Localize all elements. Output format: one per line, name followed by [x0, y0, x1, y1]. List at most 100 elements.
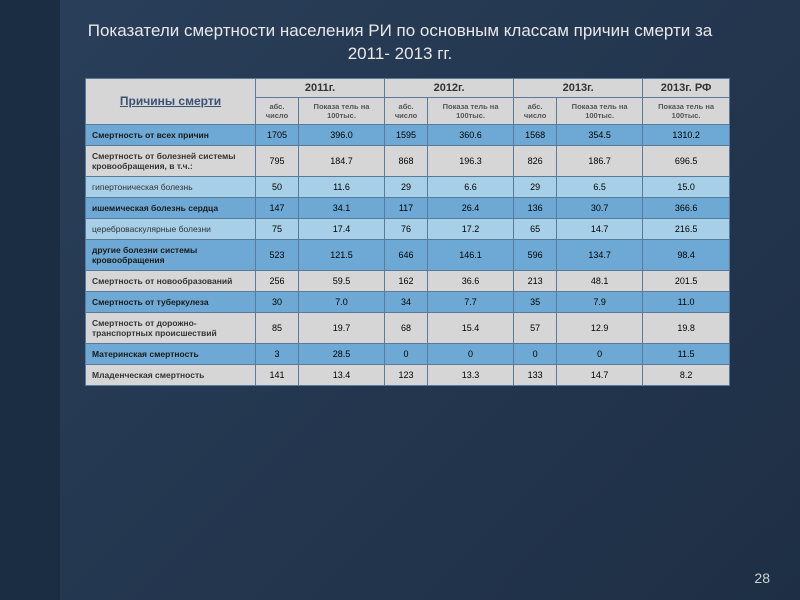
table-row: Смертность от всех причин1705396.0159536…: [86, 124, 730, 145]
mortality-table-container: Причины смерти 2011г. 2012г. 2013г. 2013…: [85, 78, 730, 386]
data-cell: 29: [514, 176, 557, 197]
row-cause-label: Материнская смертность: [86, 343, 256, 364]
table-row: Младенческая смертность14113.412313.3133…: [86, 364, 730, 385]
data-cell: 7.7: [427, 291, 513, 312]
data-cell: 366.6: [643, 197, 730, 218]
data-cell: 162: [385, 270, 428, 291]
data-cell: 826: [514, 145, 557, 176]
data-cell: 216.5: [643, 218, 730, 239]
data-cell: 201.5: [643, 270, 730, 291]
data-cell: 1705: [256, 124, 299, 145]
data-cell: 0: [557, 343, 643, 364]
data-cell: 213: [514, 270, 557, 291]
row-cause-label: ишемическая болезнь сердца: [86, 197, 256, 218]
data-cell: 134.7: [557, 239, 643, 270]
row-cause-label: Смертность от всех причин: [86, 124, 256, 145]
data-cell: 0: [427, 343, 513, 364]
data-cell: 19.8: [643, 312, 730, 343]
data-cell: 75: [256, 218, 299, 239]
data-cell: 59.5: [298, 270, 384, 291]
data-cell: 11.5: [643, 343, 730, 364]
data-cell: 17.4: [298, 218, 384, 239]
slide-title: Показатели смертности населения РИ по ос…: [0, 0, 800, 78]
mortality-table: Причины смерти 2011г. 2012г. 2013г. 2013…: [85, 78, 730, 386]
data-cell: 184.7: [298, 145, 384, 176]
row-cause-label: другие болезни системы кровообращения: [86, 239, 256, 270]
data-cell: 34.1: [298, 197, 384, 218]
table-row: цереброваскулярные болезни7517.47617.265…: [86, 218, 730, 239]
page-number: 28: [754, 570, 770, 586]
data-cell: 196.3: [427, 145, 513, 176]
data-cell: 3: [256, 343, 299, 364]
table-row: Смертность от туберкулеза307.0347.7357.9…: [86, 291, 730, 312]
row-cause-label: цереброваскулярные болезни: [86, 218, 256, 239]
year-header-2011: 2011г.: [256, 78, 385, 97]
sub-header-abs: абс. число: [256, 97, 299, 124]
data-cell: 36.6: [427, 270, 513, 291]
data-cell: 354.5: [557, 124, 643, 145]
data-cell: 123: [385, 364, 428, 385]
data-cell: 26.4: [427, 197, 513, 218]
sub-header-abs: абс. число: [385, 97, 428, 124]
data-cell: 29: [385, 176, 428, 197]
data-cell: 15.0: [643, 176, 730, 197]
data-cell: 19.7: [298, 312, 384, 343]
data-cell: 50: [256, 176, 299, 197]
data-cell: 48.1: [557, 270, 643, 291]
table-row: Смертность от новообразований25659.51623…: [86, 270, 730, 291]
row-cause-label: Смертность от болезней системы кровообра…: [86, 145, 256, 176]
data-cell: 14.7: [557, 218, 643, 239]
data-cell: 65: [514, 218, 557, 239]
data-cell: 0: [385, 343, 428, 364]
table-row: гипертоническая болезнь5011.6296.6296.51…: [86, 176, 730, 197]
table-row: Смертность от болезней системы кровообра…: [86, 145, 730, 176]
data-cell: 11.6: [298, 176, 384, 197]
data-cell: 360.6: [427, 124, 513, 145]
sub-header-rate: Показа тель на 100тыс.: [427, 97, 513, 124]
data-cell: 85: [256, 312, 299, 343]
row-cause-label: Младенческая смертность: [86, 364, 256, 385]
year-header-2013rf: 2013г. РФ: [643, 78, 730, 97]
data-cell: 11.0: [643, 291, 730, 312]
data-cell: 117: [385, 197, 428, 218]
table-row: Материнская смертность328.5000011.5: [86, 343, 730, 364]
data-cell: 147: [256, 197, 299, 218]
data-cell: 596: [514, 239, 557, 270]
row-cause-label: Смертность от новообразований: [86, 270, 256, 291]
data-cell: 1595: [385, 124, 428, 145]
data-cell: 13.4: [298, 364, 384, 385]
data-cell: 396.0: [298, 124, 384, 145]
data-cell: 146.1: [427, 239, 513, 270]
year-header-2012: 2012г.: [385, 78, 514, 97]
data-cell: 523: [256, 239, 299, 270]
data-cell: 121.5: [298, 239, 384, 270]
data-cell: 34: [385, 291, 428, 312]
row-cause-label: Смертность от туберкулеза: [86, 291, 256, 312]
data-cell: 868: [385, 145, 428, 176]
data-cell: 8.2: [643, 364, 730, 385]
data-cell: 7.0: [298, 291, 384, 312]
sub-header-rate: Показа тель на 100тыс.: [298, 97, 384, 124]
data-cell: 76: [385, 218, 428, 239]
data-cell: 30.7: [557, 197, 643, 218]
data-cell: 133: [514, 364, 557, 385]
data-cell: 1568: [514, 124, 557, 145]
data-cell: 186.7: [557, 145, 643, 176]
data-cell: 57: [514, 312, 557, 343]
data-cell: 256: [256, 270, 299, 291]
data-cell: 696.5: [643, 145, 730, 176]
accent-bar: [0, 0, 60, 600]
sub-header-abs: абс. число: [514, 97, 557, 124]
table-row: ишемическая болезнь сердца14734.111726.4…: [86, 197, 730, 218]
data-cell: 68: [385, 312, 428, 343]
data-cell: 136: [514, 197, 557, 218]
cause-column-header: Причины смерти: [86, 78, 256, 124]
table-row: Смертность от дорожно-транспортных проис…: [86, 312, 730, 343]
data-cell: 0: [514, 343, 557, 364]
sub-header-rate: Показа тель на 100тыс.: [557, 97, 643, 124]
year-header-2013: 2013г.: [514, 78, 643, 97]
data-cell: 646: [385, 239, 428, 270]
data-cell: 12.9: [557, 312, 643, 343]
data-cell: 6.5: [557, 176, 643, 197]
data-cell: 1310.2: [643, 124, 730, 145]
